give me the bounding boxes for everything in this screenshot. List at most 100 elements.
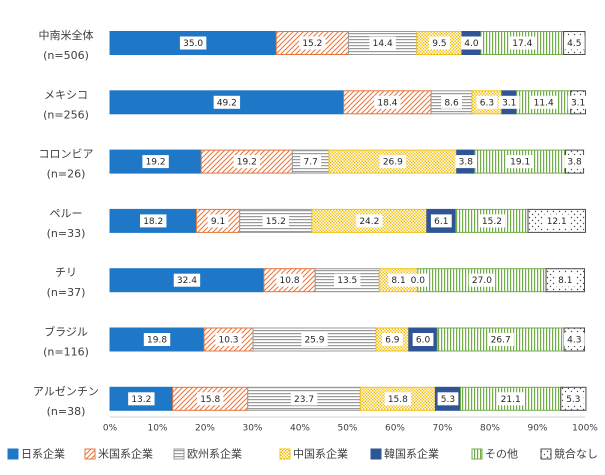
value-label-bg bbox=[262, 214, 289, 228]
value-label: 11.4 bbox=[534, 98, 554, 108]
legend-label: その他 bbox=[485, 448, 518, 461]
x-tick-label: 90% bbox=[527, 424, 547, 434]
category-label: ブラジル bbox=[44, 325, 88, 339]
value-label: 6.9 bbox=[385, 336, 400, 346]
value-label: 10.3 bbox=[218, 336, 238, 346]
category-label: 中南米全体 bbox=[39, 28, 94, 42]
value-label: 14.4 bbox=[373, 39, 393, 49]
value-label-bg bbox=[441, 95, 462, 109]
value-label: 15.8 bbox=[200, 395, 220, 405]
value-label: 10.8 bbox=[280, 276, 300, 286]
legend-item: 日系企業 bbox=[7, 447, 65, 461]
x-tick-label: 70% bbox=[432, 424, 452, 434]
value-label: 4.0 bbox=[464, 39, 479, 49]
category-label: (n=38) bbox=[47, 405, 86, 418]
value-label-bg bbox=[197, 392, 224, 406]
value-label-bg bbox=[140, 214, 167, 228]
value-label: 12.1 bbox=[547, 217, 567, 227]
category-label: (n=37) bbox=[47, 286, 86, 299]
legend-swatch bbox=[370, 448, 382, 460]
value-label-bg bbox=[497, 392, 524, 406]
value-label: 0.0 bbox=[411, 276, 426, 286]
legend-swatch bbox=[84, 448, 96, 460]
value-label-bg bbox=[498, 95, 520, 109]
value-label: 15.2 bbox=[482, 217, 502, 227]
legend-item: 欧州系企業 bbox=[173, 447, 242, 461]
value-label-bg bbox=[215, 333, 242, 346]
legend-item: 中国系企業 bbox=[279, 447, 348, 461]
x-tick-label: 0% bbox=[103, 424, 118, 434]
value-label: 35.0 bbox=[183, 39, 203, 49]
value-label: 3.8 bbox=[567, 158, 582, 168]
legend-swatch bbox=[540, 448, 552, 460]
value-label: 25.9 bbox=[304, 336, 324, 346]
legend-item: 韓国系企業 bbox=[370, 447, 439, 461]
value-label: 26.9 bbox=[383, 158, 403, 168]
category-label: (n=116) bbox=[43, 346, 89, 359]
category-label: (n=26) bbox=[47, 168, 86, 181]
value-label-bg bbox=[233, 155, 260, 169]
value-label: 9.1 bbox=[211, 217, 225, 227]
bars bbox=[109, 31, 587, 411]
value-label-bg bbox=[207, 214, 229, 228]
value-label: 18.4 bbox=[377, 98, 397, 108]
value-label-bg bbox=[461, 36, 482, 50]
value-label: 15.2 bbox=[266, 217, 286, 227]
category-label: メキシコ bbox=[44, 88, 88, 101]
value-label: 7.7 bbox=[304, 158, 318, 168]
value-label: 24.2 bbox=[359, 217, 379, 227]
value-label-bg bbox=[213, 95, 241, 109]
value-label-bg bbox=[430, 214, 452, 228]
value-label-bg bbox=[476, 95, 498, 109]
value-label-bg bbox=[301, 333, 328, 346]
value-label: 5.3 bbox=[566, 395, 580, 405]
legend-label: 米国系企業 bbox=[98, 447, 153, 461]
value-label: 5.3 bbox=[441, 395, 455, 405]
legend-label: 欧州系企業 bbox=[187, 447, 242, 461]
value-label: 19.8 bbox=[147, 336, 167, 346]
value-label-bg bbox=[487, 333, 514, 346]
legend-swatch bbox=[471, 448, 483, 460]
legend: 日系企業 米国系企業 欧州系企業 中国系企業 韓国系企業 その他 競合なし bbox=[7, 447, 598, 461]
legend-item: 競合なし bbox=[540, 447, 598, 461]
x-tick-label: 40% bbox=[290, 424, 310, 434]
value-label: 9.5 bbox=[432, 39, 446, 49]
value-label-bg bbox=[356, 214, 383, 228]
value-label: 26.7 bbox=[491, 336, 511, 346]
value-label: 19.2 bbox=[146, 158, 166, 168]
value-label-bg bbox=[563, 36, 585, 50]
value-label: 8.6 bbox=[444, 98, 459, 108]
value-label-bg bbox=[543, 214, 570, 228]
value-label-bg bbox=[374, 95, 401, 109]
value-label-bg bbox=[478, 214, 506, 228]
x-tick-label: 60% bbox=[385, 424, 405, 434]
value-label: 3.1 bbox=[571, 98, 585, 108]
value-label: 6.0 bbox=[416, 336, 431, 346]
value-label-bg bbox=[437, 392, 459, 406]
value-label-bg bbox=[142, 155, 169, 169]
value-label: 21.1 bbox=[501, 395, 521, 405]
value-label-bg bbox=[276, 273, 303, 287]
value-label: 27.0 bbox=[472, 276, 492, 286]
x-tick-label: 10% bbox=[147, 424, 167, 434]
value-label: 19.1 bbox=[510, 158, 530, 168]
x-tick-label: 20% bbox=[195, 424, 215, 434]
value-label: 49.2 bbox=[217, 98, 237, 108]
value-label-bg bbox=[567, 95, 589, 109]
value-label-bg bbox=[562, 392, 584, 406]
x-tick-label: 50% bbox=[337, 424, 357, 434]
category-label: アルゼンチン bbox=[33, 385, 99, 398]
value-label: 18.2 bbox=[143, 217, 163, 227]
value-label: 32.4 bbox=[177, 276, 197, 286]
value-label-bg bbox=[407, 273, 429, 287]
value-label-bg bbox=[530, 95, 557, 109]
category-label: (n=33) bbox=[47, 227, 86, 240]
value-label: 4.3 bbox=[567, 336, 581, 346]
x-tick-labels: 0% 10% 20% 30% 40% 50% 60% 70% 80% 90% 100% bbox=[103, 424, 598, 434]
x-tick-label: 80% bbox=[480, 424, 500, 434]
legend-item: 米国系企業 bbox=[84, 447, 153, 461]
value-label: 15.2 bbox=[302, 39, 322, 49]
category-label: ペルー bbox=[50, 207, 83, 220]
legend-label: 日系企業 bbox=[21, 447, 65, 461]
x-tick-label: 100% bbox=[572, 424, 598, 434]
